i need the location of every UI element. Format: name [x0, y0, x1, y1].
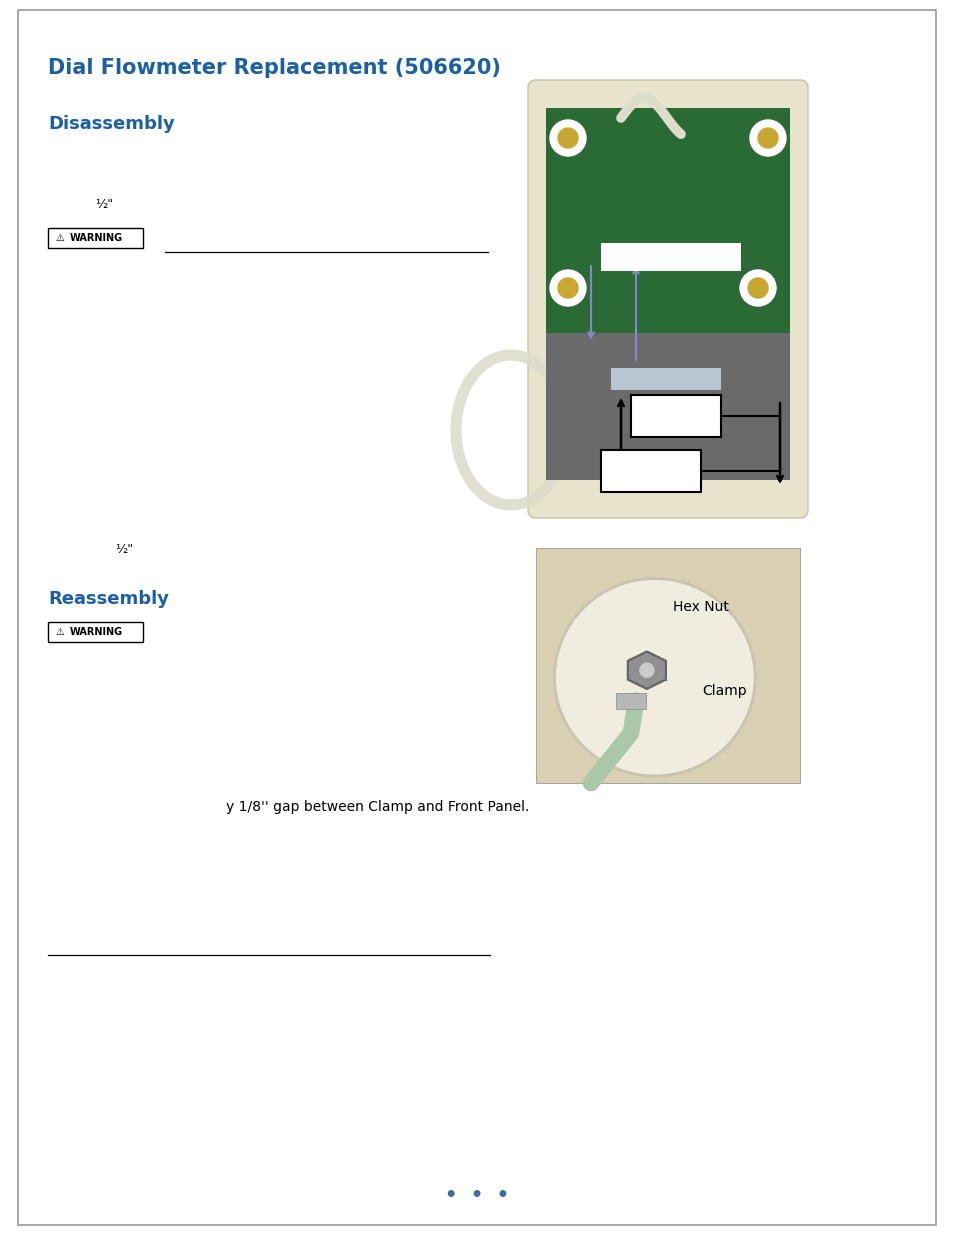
Bar [600, 243, 740, 270]
Text: y 1/8'' gap between Clamp and Front Panel.: y 1/8'' gap between Clamp and Front Pane… [226, 800, 529, 814]
Bar [616, 693, 645, 709]
Bar [545, 107, 789, 332]
Bar [536, 548, 800, 783]
Text: ½": ½" [115, 543, 133, 556]
Text: ½": ½" [95, 198, 113, 211]
Text: Disassembly: Disassembly [48, 115, 174, 133]
FancyBboxPatch shape [18, 10, 935, 1225]
Bar [48, 622, 143, 642]
Circle shape [550, 270, 585, 306]
Circle shape [747, 278, 767, 298]
Circle shape [749, 120, 785, 156]
Polygon shape [627, 652, 665, 689]
Circle shape [740, 270, 775, 306]
Text: ⚠: ⚠ [56, 233, 65, 243]
Text: Clamp: Clamp [701, 684, 746, 698]
Bar [48, 228, 143, 248]
Text: WARNING: WARNING [70, 233, 123, 243]
Circle shape [550, 120, 585, 156]
Bar [630, 395, 720, 437]
Circle shape [758, 128, 778, 148]
Text: Reassembly: Reassembly [48, 590, 169, 608]
Bar [545, 332, 789, 480]
Text: •  •  •: • • • [444, 1186, 509, 1205]
Text: WARNING: WARNING [70, 627, 123, 637]
Ellipse shape [554, 578, 755, 776]
Text: ⚠: ⚠ [56, 627, 65, 637]
Circle shape [558, 278, 578, 298]
Bar [610, 368, 720, 390]
Text: Hex Nut: Hex Nut [673, 600, 728, 614]
FancyBboxPatch shape [527, 80, 807, 517]
Circle shape [558, 128, 578, 148]
Text: Dial Flowmeter Replacement (506620): Dial Flowmeter Replacement (506620) [48, 58, 500, 78]
Bar [600, 450, 700, 492]
Circle shape [639, 663, 653, 677]
